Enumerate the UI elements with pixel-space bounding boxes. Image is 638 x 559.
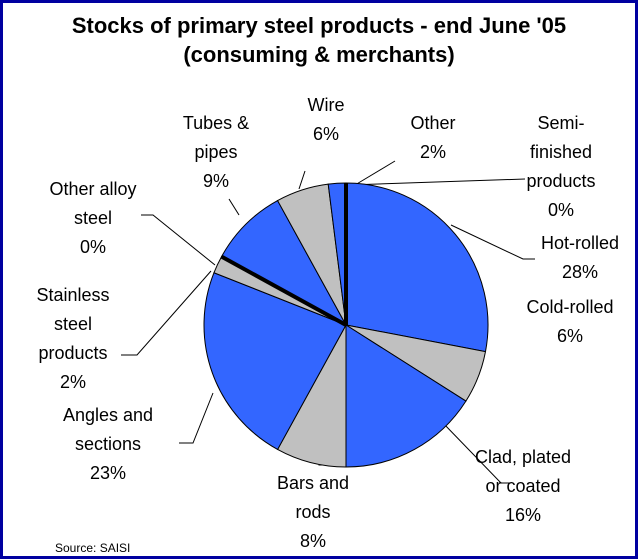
pie-slice [345, 182, 489, 353]
slice-label: Semi- finished products 0% [481, 109, 635, 225]
category-label: Wire [307, 95, 345, 115]
slice-label: Tubes & pipes 9% [136, 109, 296, 196]
category-label: Clad, plated or coated [474, 447, 572, 496]
category-label: Cold-rolled [526, 297, 614, 317]
leader-line [179, 392, 214, 444]
pie-slice [220, 254, 347, 327]
pie-area [121, 160, 535, 484]
leader-line [141, 214, 216, 266]
slice-label: Bars and rods 8% [233, 469, 393, 556]
source-note: Source: SAISI [55, 541, 131, 555]
slice-label: Clad, plated or coated 16% [443, 443, 603, 530]
value-label: 8% [299, 531, 326, 551]
value-label: 9% [202, 171, 229, 191]
leader-line [450, 224, 535, 260]
slice-label: Hot-rolled 28% [500, 229, 635, 287]
leader-line [354, 160, 396, 186]
category-label: Bars and rods [276, 473, 350, 522]
category-label: Stainless steel products [36, 285, 110, 363]
slice-label: Stainless steel products 2% [3, 281, 153, 397]
category-label: Semi- finished products [526, 113, 596, 191]
category-label: Other [410, 113, 456, 133]
value-label: 2% [419, 142, 446, 162]
slice-label: Other alloy steel 0% [13, 175, 173, 262]
slice-label: Other 2% [353, 109, 513, 167]
leader-lines [121, 160, 535, 484]
value-label: 28% [561, 262, 599, 282]
leader-line [348, 178, 526, 186]
value-label: 16% [504, 505, 542, 525]
leader-line [298, 170, 306, 190]
category-label: Other alloy steel [49, 179, 137, 228]
value-label: 0% [547, 200, 574, 220]
leader-line [121, 270, 212, 356]
pie-slice [345, 324, 467, 468]
slice-label: Wire 6% [246, 91, 406, 149]
chart-title: Stocks of primary steel products - end J… [71, 13, 567, 67]
value-label: 2% [59, 372, 86, 392]
pie-slice [203, 272, 347, 451]
category-label: Angles and sections [62, 405, 154, 454]
leader-line [228, 198, 240, 216]
slice-label: Angles and sections 23% [28, 401, 188, 488]
value-label: 6% [312, 124, 339, 144]
value-label: 6% [556, 326, 583, 346]
slice-label: Cold-rolled 6% [490, 293, 635, 351]
value-label: 23% [89, 463, 127, 483]
category-label: Tubes & pipes [182, 113, 250, 162]
value-label: 0% [79, 237, 106, 257]
leader-line [442, 422, 511, 484]
category-label: Hot-rolled [540, 233, 620, 253]
